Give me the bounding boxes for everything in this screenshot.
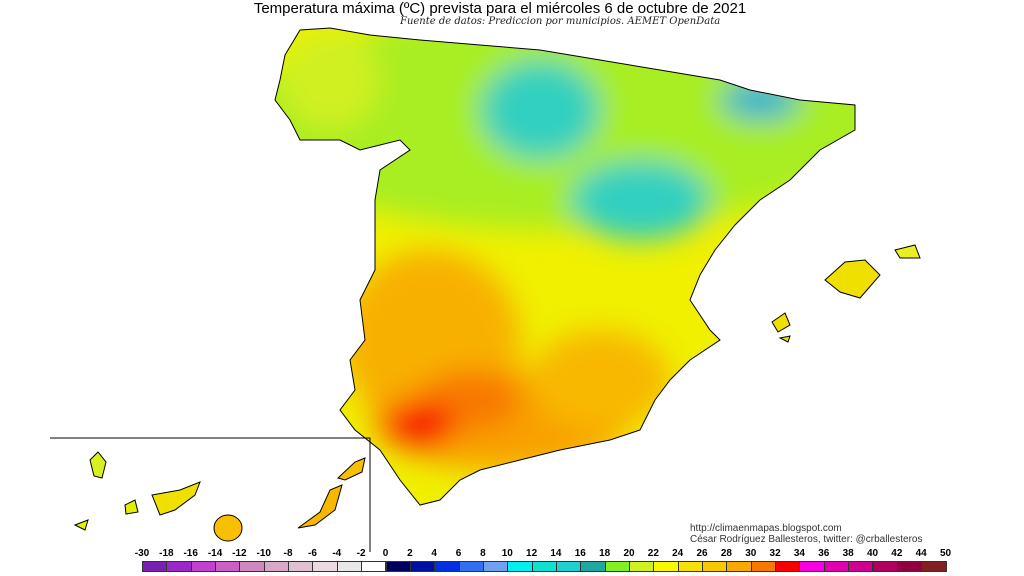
legend-label: 24 (672, 548, 684, 559)
canary-inset-border (50, 437, 371, 552)
map-subtitle: Fuente de datos: Prediccion por municipi… (400, 16, 721, 27)
legend-swatch (775, 561, 801, 572)
credits-author: César Rodríguez Ballesteros, twitter: @c… (690, 534, 923, 545)
legend-label: -12 (232, 548, 247, 559)
legend-swatch (458, 561, 484, 572)
legend-label: -10 (256, 548, 271, 559)
legend-label: 32 (769, 548, 781, 559)
legend-label: 38 (842, 548, 854, 559)
legend-swatch (677, 561, 704, 572)
legend-swatch (288, 561, 314, 572)
legend-label: -4 (332, 548, 342, 559)
legend-label: -16 (183, 548, 198, 559)
legend-label: 34 (793, 548, 805, 559)
legend-label: 0 (382, 548, 389, 559)
legend-label: -8 (283, 548, 293, 559)
legend-label: 18 (599, 548, 611, 559)
legend-label: 6 (455, 548, 462, 559)
legend-label: 8 (480, 548, 486, 559)
legend-swatch (434, 561, 460, 572)
balearic-islands (771, 244, 921, 343)
legend-label: 44 (915, 548, 927, 559)
legend-swatch (142, 561, 168, 572)
legend-label: 50 (939, 548, 952, 559)
canary-islands (73, 451, 366, 542)
legend-swatch (702, 561, 728, 572)
legend-swatch (361, 561, 387, 572)
legend-label: 16 (574, 548, 586, 559)
legend-label: 20 (623, 548, 635, 559)
legend-label: -14 (207, 548, 223, 559)
legend-swatch (580, 561, 606, 572)
legend-label: -6 (307, 548, 317, 559)
legend-swatch (507, 561, 533, 572)
legend-label: 28 (720, 548, 732, 559)
legend-swatch (848, 561, 874, 572)
color-legend: -30 -18 -16 -14 -12 -10 -8 -6 -4 -2 0 2 4 6 8 10 12 14 16 1… (130, 548, 960, 576)
legend-swatch (750, 561, 777, 572)
legend-swatch (896, 561, 923, 572)
legend-swatch (190, 561, 217, 572)
legend-label: 14 (550, 548, 562, 559)
legend-swatch (872, 561, 898, 572)
legend-label: -18 (159, 548, 174, 559)
peninsula (275, 28, 855, 505)
legend-swatch (336, 561, 363, 572)
legend-label: 22 (647, 548, 659, 559)
map-title: Temperatura máxima (ºC) prevista para el… (253, 0, 747, 17)
legend-swatch (921, 561, 947, 572)
legend-swatch (799, 561, 825, 572)
legend-swatch (409, 561, 436, 572)
legend-swatch (823, 561, 850, 572)
legend-swatch (653, 561, 679, 572)
legend-swatch (604, 561, 630, 572)
legend-label: 42 (891, 548, 903, 559)
legend-swatch (531, 561, 557, 572)
legend-swatch (239, 561, 265, 572)
legend-swatch (263, 561, 290, 572)
legend-label: 2 (407, 548, 413, 559)
legend-label: 36 (818, 548, 830, 559)
legend-swatch (166, 561, 192, 572)
legend-label: -2 (356, 548, 366, 559)
legend-swatch (385, 561, 411, 572)
legend-swatch (629, 561, 655, 572)
legend-swatch (312, 561, 338, 572)
legend-label: 40 (866, 548, 879, 559)
credits-url: http://climaenmapas.blogspot.com (690, 523, 842, 534)
legend-label: 10 (501, 548, 513, 559)
legend-label: 26 (696, 548, 708, 559)
legend-label: -30 (134, 548, 150, 559)
legend-swatch (726, 561, 752, 572)
legend-swatch (215, 561, 241, 572)
legend-label: 30 (745, 548, 757, 559)
legend-label: 12 (526, 548, 538, 559)
legend-swatch (555, 561, 582, 572)
legend-label: 4 (431, 548, 437, 559)
credits: http://climaenmapas.blogspot.com César R… (690, 523, 922, 545)
legend-swatch (482, 561, 509, 572)
